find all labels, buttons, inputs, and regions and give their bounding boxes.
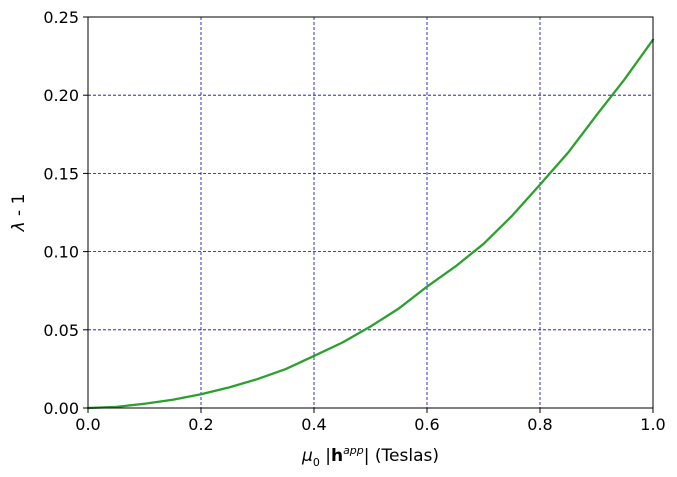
axis-ticks: 0.0 0.2 0.4 0.6 0.8 1.0 0.00 0.05 0.10 0.15 0.20 0.… bbox=[43, 8, 665, 434]
x-axis-label-h: h bbox=[331, 446, 343, 466]
x-tick-label: 0.4 bbox=[301, 415, 326, 434]
x-axis-label-superscript: app bbox=[343, 444, 364, 457]
y-axis-label: λ - 1 bbox=[9, 194, 29, 233]
series-line bbox=[86, 38, 655, 410]
y-axis-label-lambda: λ bbox=[9, 221, 29, 232]
x-tick-label: 0.8 bbox=[527, 415, 552, 434]
y-axis-label-rest: - 1 bbox=[9, 194, 29, 222]
y-tick-label: 0.20 bbox=[43, 86, 79, 105]
series-layer bbox=[86, 38, 655, 410]
x-axis-label-mu: μ bbox=[301, 446, 313, 466]
y-tick-label: 0.15 bbox=[43, 164, 79, 183]
x-tick-label: 0.2 bbox=[188, 415, 213, 434]
x-axis-label-rest: | (Teslas) bbox=[364, 446, 439, 466]
x-axis-label: μ0 |happ| (Teslas) bbox=[301, 444, 439, 469]
x-axis-label-subscript: 0 bbox=[313, 456, 320, 469]
y-tick-label: 0.00 bbox=[43, 399, 79, 418]
x-tick-label: 1.0 bbox=[640, 415, 665, 434]
plot-frame bbox=[87, 16, 654, 409]
y-tick-label: 0.05 bbox=[43, 321, 79, 340]
x-axis-label-bar-left: | bbox=[320, 446, 331, 466]
y-tick-label: 0.25 bbox=[43, 8, 79, 27]
x-tick-label: 0.0 bbox=[75, 415, 100, 434]
x-tick-label: 0.6 bbox=[414, 415, 439, 434]
y-tick-label: 0.10 bbox=[43, 243, 79, 262]
